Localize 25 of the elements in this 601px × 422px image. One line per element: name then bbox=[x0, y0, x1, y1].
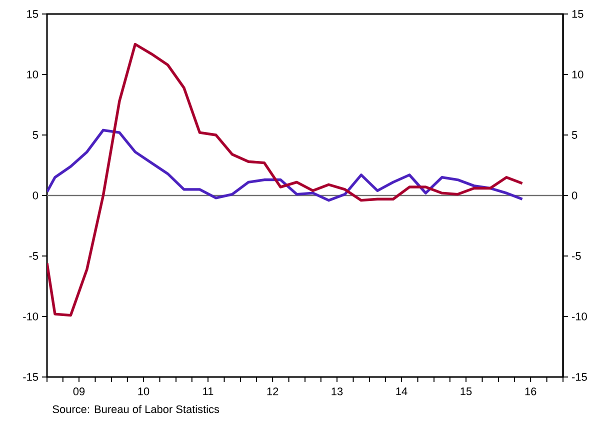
y2-tick-label: -5 bbox=[572, 252, 581, 260]
x-tick-label: 12 bbox=[267, 388, 278, 396]
y-tick-label: -15 bbox=[23, 373, 38, 381]
x-tick-label: 15 bbox=[460, 388, 472, 396]
y-tick-label: -5 bbox=[29, 252, 38, 260]
x-tick-label: 11 bbox=[203, 388, 214, 396]
line-series bbox=[47, 42, 524, 317]
y2-tick-label: 15 bbox=[572, 10, 584, 18]
y-tick-label: 15 bbox=[27, 10, 38, 18]
y-tick-label: 0 bbox=[32, 192, 38, 200]
y2-tick-label: 0 bbox=[572, 192, 578, 200]
y-tick-label: 10 bbox=[27, 70, 38, 78]
y2-tick-label: 10 bbox=[572, 70, 584, 78]
x-tick-label: 09 bbox=[73, 388, 85, 396]
source-note: Source: Bureau of Labor Statistics bbox=[52, 405, 220, 414]
line-series bbox=[47, 128, 524, 202]
y-tick-label: -10 bbox=[23, 312, 38, 320]
x-tick-label: 10 bbox=[138, 388, 150, 396]
y2-tick-label: -15 bbox=[572, 373, 587, 381]
x-tick-label: 13 bbox=[332, 388, 343, 396]
x-tick-label: 16 bbox=[525, 388, 536, 396]
y2-tick-label: -10 bbox=[572, 312, 587, 320]
y-tick-label: 5 bbox=[32, 131, 38, 139]
x-tick-label: 14 bbox=[396, 388, 408, 396]
y2-tick-label: 5 bbox=[572, 131, 578, 139]
